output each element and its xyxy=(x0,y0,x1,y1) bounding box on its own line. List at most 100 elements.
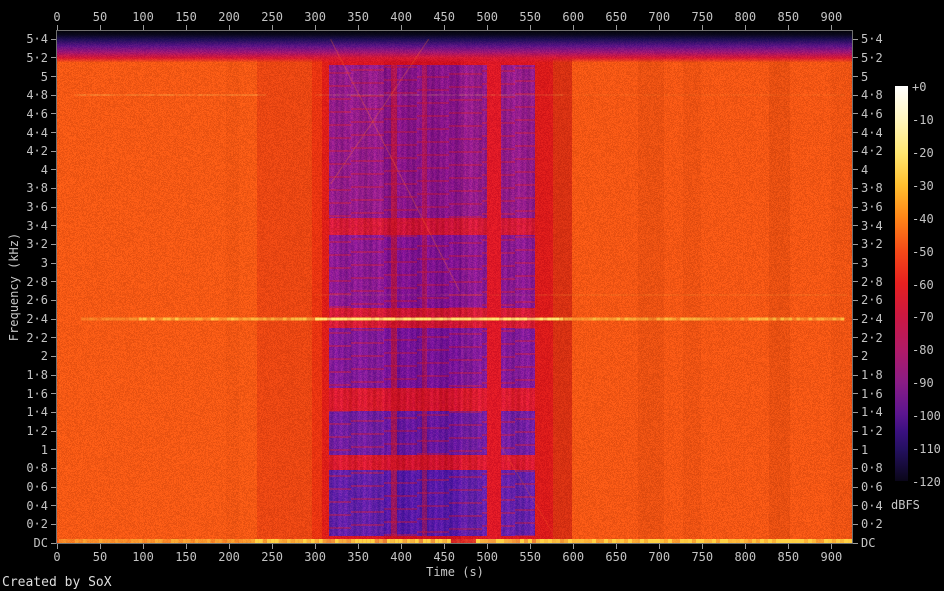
y-axis-tick-label: 3 xyxy=(861,256,869,271)
colorbar-tick-label: -20 xyxy=(912,145,934,160)
x-axis-tick xyxy=(185,25,187,30)
y-axis-tick xyxy=(51,486,56,488)
y-axis-tick xyxy=(853,393,858,395)
y-axis-tick-label: 4·8 xyxy=(26,88,48,103)
x-axis-tick-label: 800 xyxy=(734,10,757,24)
y-axis-tick-label: 5·4 xyxy=(861,32,883,47)
x-axis-tick-label: 550 xyxy=(519,550,542,564)
x-axis-tick-label: 250 xyxy=(261,10,283,24)
colorbar-gradient xyxy=(895,86,908,481)
y-axis-tick xyxy=(853,449,858,451)
y-axis-tick xyxy=(853,206,858,208)
colorbar-tick-label: -30 xyxy=(912,178,934,193)
y-axis-tick xyxy=(51,94,56,96)
y-axis-tick-label: 2 xyxy=(861,349,869,364)
y-axis-tick-label: 1·6 xyxy=(861,386,883,401)
y-axis-tick-label: 2 xyxy=(40,349,48,364)
x-axis-tick xyxy=(701,544,703,549)
y-axis-tick xyxy=(51,542,56,544)
x-axis-tick-label: 750 xyxy=(691,10,714,24)
sox-credit: Created by SoX xyxy=(2,575,112,590)
colorbar-tick-label: -120 xyxy=(912,475,941,489)
y-axis-tick xyxy=(853,505,858,507)
x-axis-tick xyxy=(185,544,187,549)
y-axis-tick-label: 2·8 xyxy=(26,274,48,289)
y-axis-tick-label: 5·4 xyxy=(26,32,48,47)
y-axis-tick-label: 3·4 xyxy=(26,218,48,233)
y-axis-tick xyxy=(51,113,56,115)
x-axis-tick xyxy=(314,25,316,30)
y-axis-tick-label: 2·2 xyxy=(26,330,48,345)
x-axis-tick xyxy=(572,544,574,549)
x-axis-tick-label: 50 xyxy=(92,550,108,564)
y-axis-tick xyxy=(51,393,56,395)
y-axis-tick xyxy=(51,225,56,227)
colorbar-tick-label: -60 xyxy=(912,277,934,292)
y-axis-tick-label: 3·2 xyxy=(861,237,883,252)
y-axis-tick-label: 4 xyxy=(861,162,869,177)
y-axis-tick-label: 2·6 xyxy=(861,293,883,308)
y-axis-tick xyxy=(853,486,858,488)
y-axis-tick-label: 0·6 xyxy=(26,480,48,495)
y-axis-tick-label: 4·6 xyxy=(861,106,883,121)
colorbar-tick-label: +0 xyxy=(912,80,927,94)
y-axis-tick xyxy=(853,243,858,245)
x-axis-tick-label: 350 xyxy=(347,550,369,564)
x-axis-tick xyxy=(787,25,789,30)
x-axis-tick xyxy=(701,25,703,30)
x-axis-tick-label: 900 xyxy=(820,10,843,24)
y-axis-tick xyxy=(51,169,56,171)
y-axis-tick-label: 2·2 xyxy=(861,330,883,345)
x-axis-tick xyxy=(787,544,789,549)
y-axis-tick-label: 0·2 xyxy=(861,517,883,532)
y-axis-tick-label: 1 xyxy=(40,442,48,457)
x-axis-tick-label: 650 xyxy=(605,550,628,564)
y-axis-tick-label: 3·8 xyxy=(26,181,48,196)
y-axis-tick xyxy=(51,449,56,451)
y-axis-tick xyxy=(51,430,56,432)
x-axis-tick-label: 350 xyxy=(347,10,369,24)
x-axis-tick xyxy=(443,25,445,30)
y-axis-tick-label: 0·8 xyxy=(861,461,883,476)
y-axis-tick-label: 2·6 xyxy=(26,293,48,308)
y-axis-tick-label: 3·6 xyxy=(861,200,883,215)
x-axis-tick xyxy=(830,544,832,549)
x-axis-tick-label: 400 xyxy=(390,10,412,24)
y-axis-tick xyxy=(853,225,858,227)
x-axis-tick xyxy=(529,25,531,30)
x-axis-tick-label: 100 xyxy=(132,10,154,24)
y-axis-tick xyxy=(51,318,56,320)
x-axis-tick-label: 750 xyxy=(691,550,714,564)
y-axis-tick xyxy=(853,150,858,152)
x-axis-tick-label: 700 xyxy=(648,10,671,24)
y-axis-tick xyxy=(853,38,858,40)
x-axis-tick-label: 300 xyxy=(304,550,326,564)
y-axis-tick-label: 1·4 xyxy=(861,405,883,420)
y-axis-tick-label: 0·8 xyxy=(26,461,48,476)
y-axis-tick-label: 3·4 xyxy=(861,218,883,233)
y-axis-tick xyxy=(853,523,858,525)
x-axis-tick-label: 150 xyxy=(175,10,197,24)
y-axis-tick xyxy=(853,187,858,189)
y-axis-tick xyxy=(853,57,858,59)
x-axis-tick-label: 600 xyxy=(562,10,585,24)
x-axis-tick-label: 900 xyxy=(820,550,843,564)
y-axis-tick xyxy=(853,355,858,357)
y-axis-tick xyxy=(51,374,56,376)
y-axis-tick-label: 4·2 xyxy=(26,144,48,159)
y-axis-tick xyxy=(853,299,858,301)
x-axis-tick-label: 450 xyxy=(433,550,456,564)
x-axis-tick-label: 300 xyxy=(304,10,326,24)
y-axis-tick-label: 1·8 xyxy=(861,368,883,383)
y-axis-tick xyxy=(51,467,56,469)
x-axis-tick-label: 0 xyxy=(53,550,61,564)
y-axis-tick-label: 4·4 xyxy=(861,125,883,140)
y-axis-tick-label: 1·6 xyxy=(26,386,48,401)
x-axis-tick xyxy=(142,544,144,549)
x-axis-tick xyxy=(228,25,230,30)
y-axis-tick xyxy=(853,94,858,96)
y-axis-tick xyxy=(51,38,56,40)
y-axis-tick xyxy=(853,318,858,320)
y-axis-tick-label: 0·2 xyxy=(26,517,48,532)
y-axis-tick xyxy=(51,523,56,525)
